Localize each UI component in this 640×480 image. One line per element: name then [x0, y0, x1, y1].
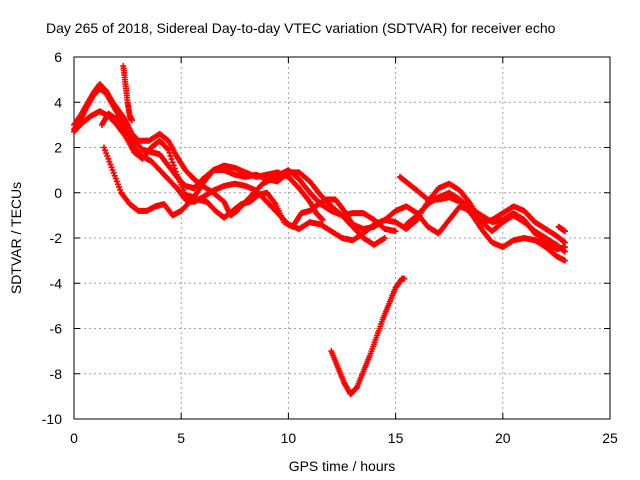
data-point [102, 147, 109, 154]
x-tick-label: 20 [495, 430, 511, 446]
data-point [106, 158, 113, 165]
y-tick-label: 4 [54, 94, 62, 110]
data-point [319, 216, 326, 223]
data-point [104, 152, 111, 159]
x-tick-label: 10 [281, 430, 297, 446]
ticks [73, 56, 611, 420]
data-point [108, 164, 115, 171]
chart-title: Day 265 of 2018, Sidereal Day-to-day VTE… [46, 20, 556, 36]
y-tick-label: 6 [54, 49, 62, 65]
y-tick-label: 0 [54, 185, 62, 201]
y-tick-label: -8 [50, 366, 63, 382]
x-tick-label: 0 [70, 430, 78, 446]
series-track-2 [71, 81, 388, 248]
data-point [113, 178, 120, 185]
data-point [105, 155, 112, 162]
data-points [71, 63, 568, 398]
y-tick-label: -4 [50, 275, 63, 291]
data-point [561, 228, 568, 235]
series-track-10 [555, 223, 568, 235]
data-point [128, 117, 135, 124]
x-tick-label: 5 [177, 430, 185, 446]
data-point [171, 165, 178, 172]
data-point [109, 167, 116, 174]
data-point [170, 162, 177, 169]
series-track-4 [101, 144, 568, 246]
data-point [165, 146, 172, 153]
data-point [116, 184, 123, 191]
data-point [381, 235, 388, 241]
data-point [168, 156, 175, 163]
data-point [561, 257, 568, 264]
data-point [167, 152, 174, 159]
data-point [114, 181, 121, 188]
x-tick-label: 15 [388, 430, 404, 446]
series-track-7 [403, 189, 568, 253]
data-point [103, 150, 110, 157]
series-track-9 [328, 275, 408, 398]
y-tick-label: -6 [50, 321, 63, 337]
data-point [107, 161, 114, 168]
data-point [560, 238, 567, 245]
data-point [164, 145, 171, 152]
series-track-8 [120, 63, 135, 124]
y-tick-labels: -10 -8 -6 -4 -2 0 2 4 6 [42, 49, 62, 427]
y-tick-label: -10 [42, 411, 62, 427]
data-point [561, 244, 568, 251]
y-axis-label: SDTVAR / TECUs [8, 182, 24, 294]
data-point [110, 169, 117, 176]
data-point [117, 186, 124, 193]
series-track-5 [71, 108, 399, 235]
y-tick-label: -2 [50, 230, 63, 246]
x-tick-labels: 0 5 10 15 20 25 [70, 430, 618, 446]
data-point [111, 172, 118, 179]
x-axis-label: GPS time / hours [289, 458, 396, 474]
data-point [318, 216, 325, 223]
data-point [101, 144, 108, 151]
data-point [166, 149, 173, 156]
data-point [172, 168, 179, 175]
x-tick-label: 25 [602, 430, 618, 446]
data-point [401, 275, 408, 282]
data-point [392, 228, 399, 235]
grid [74, 57, 610, 419]
data-point [169, 159, 176, 166]
data-point [112, 175, 119, 182]
y-tick-label: 2 [54, 140, 62, 156]
